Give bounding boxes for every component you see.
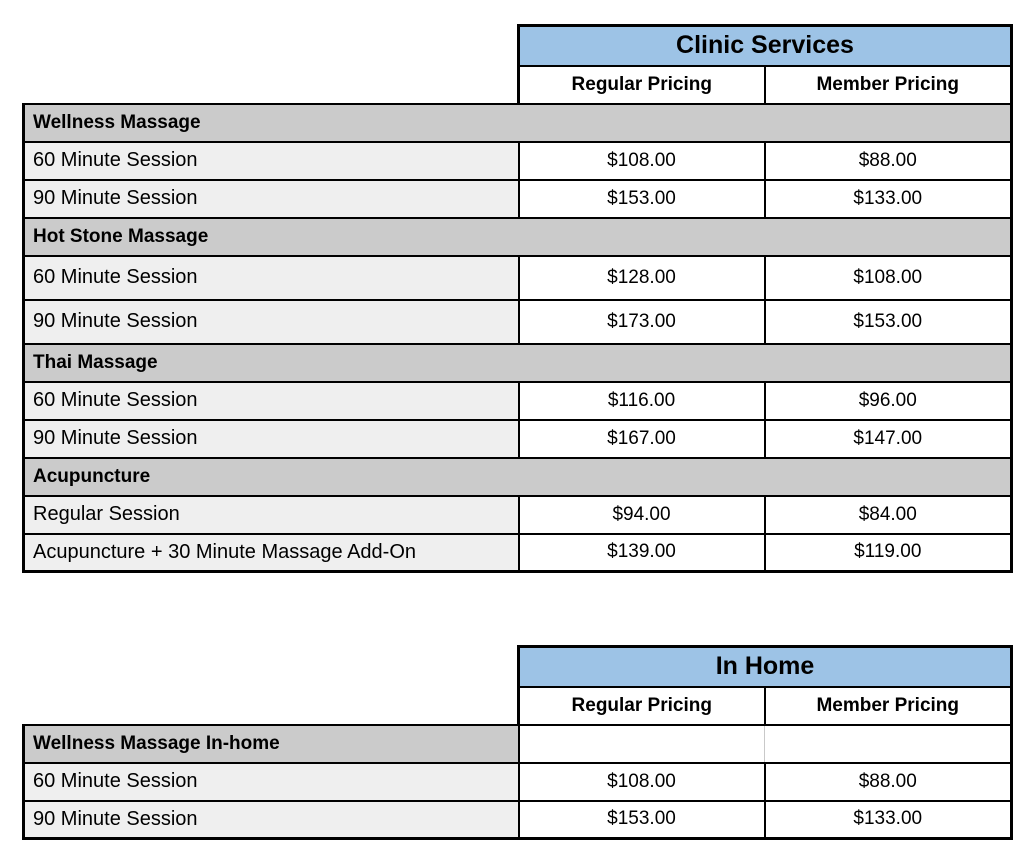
member-price-cell: $133.00 (763, 799, 1013, 840)
column-header-row: Regular Pricing Member Pricing (24, 685, 1013, 726)
service-row: 60 Minute Session $128.00 $108.00 (22, 254, 1013, 301)
table-title-row: Clinic Services (24, 24, 1013, 67)
section-header-cell: Acupuncture (22, 456, 1013, 497)
member-price-cell: $88.00 (763, 761, 1013, 802)
member-price-cell: $133.00 (763, 178, 1013, 219)
service-row: Acupuncture + 30 Minute Massage Add-On $1… (22, 532, 1013, 573)
service-label-cell: 90 Minute Session (22, 178, 520, 219)
regular-price-cell: $128.00 (517, 254, 766, 301)
service-label-cell: Acupuncture + 30 Minute Massage Add-On (22, 532, 520, 573)
empty-regular-price-cell (518, 723, 765, 764)
regular-price-cell: $108.00 (517, 761, 766, 802)
section-header-cell: Wellness Massage In-home (22, 723, 520, 764)
section-header-cell: Wellness Massage (22, 102, 1013, 143)
table-title: In Home (517, 645, 1013, 688)
service-row: Regular Session $94.00 $84.00 (22, 494, 1013, 535)
section-header-cell: Thai Massage (22, 342, 1013, 383)
regular-price-cell: $108.00 (517, 140, 766, 181)
member-price-cell: $153.00 (763, 298, 1013, 345)
column-header-member-pricing: Member Pricing (763, 685, 1013, 726)
service-label-cell: 60 Minute Session (22, 254, 520, 301)
regular-price-cell: $167.00 (517, 418, 766, 459)
column-header-member-pricing: Member Pricing (763, 64, 1013, 105)
service-row: 60 Minute Session $108.00 $88.00 (22, 761, 1013, 802)
member-price-cell: $88.00 (763, 140, 1013, 181)
member-price-cell: $119.00 (763, 532, 1013, 573)
regular-price-cell: $153.00 (517, 178, 766, 219)
service-row: 90 Minute Session $167.00 $147.00 (22, 418, 1013, 459)
table-title-row: In Home (24, 645, 1013, 688)
regular-price-cell: $173.00 (517, 298, 766, 345)
empty-member-price-cell (764, 723, 1013, 764)
service-label-cell: 90 Minute Session (22, 298, 520, 345)
column-header-regular-pricing: Regular Pricing (517, 64, 766, 105)
spacer-cell (24, 66, 519, 104)
column-header-row: Regular Pricing Member Pricing (24, 64, 1013, 105)
member-price-cell: $96.00 (763, 380, 1013, 421)
regular-price-cell: $94.00 (517, 494, 766, 535)
clinic-services-table: Clinic Services Regular Pricing Member Pri… (22, 24, 1013, 573)
service-row: 90 Minute Session $173.00 $153.00 (22, 298, 1013, 345)
service-label-cell: 60 Minute Session (22, 140, 520, 181)
service-row: 90 Minute Session $153.00 $133.00 (22, 799, 1013, 840)
section-header-row: Wellness Massage In-home (22, 723, 1013, 764)
spacer-cell (24, 26, 519, 66)
spacer-cell (24, 687, 519, 725)
service-label-cell: 60 Minute Session (22, 761, 520, 802)
section-header-row: Acupuncture (22, 456, 1013, 497)
member-price-cell: $147.00 (763, 418, 1013, 459)
service-row: 90 Minute Session $153.00 $133.00 (22, 178, 1013, 219)
section-header-cell: Hot Stone Massage (22, 216, 1013, 257)
service-row: 60 Minute Session $108.00 $88.00 (22, 140, 1013, 181)
section-header-row: Wellness Massage (22, 102, 1013, 143)
service-label-cell: 60 Minute Session (22, 380, 520, 421)
member-price-cell: $84.00 (763, 494, 1013, 535)
regular-price-cell: $116.00 (517, 380, 766, 421)
table-title: Clinic Services (517, 24, 1013, 67)
member-price-cell: $108.00 (763, 254, 1013, 301)
column-header-regular-pricing: Regular Pricing (517, 685, 766, 726)
regular-price-cell: $139.00 (517, 532, 766, 573)
section-header-row: Thai Massage (22, 342, 1013, 383)
service-row: 60 Minute Session $116.00 $96.00 (22, 380, 1013, 421)
regular-price-cell: $153.00 (517, 799, 766, 840)
section-header-row: Hot Stone Massage (22, 216, 1013, 257)
service-label-cell: 90 Minute Session (22, 418, 520, 459)
in-home-table: In Home Regular Pricing Member Pricing Well… (22, 645, 1013, 840)
spacer-cell (24, 647, 519, 687)
service-label-cell: Regular Session (22, 494, 520, 535)
service-label-cell: 90 Minute Session (22, 799, 520, 840)
